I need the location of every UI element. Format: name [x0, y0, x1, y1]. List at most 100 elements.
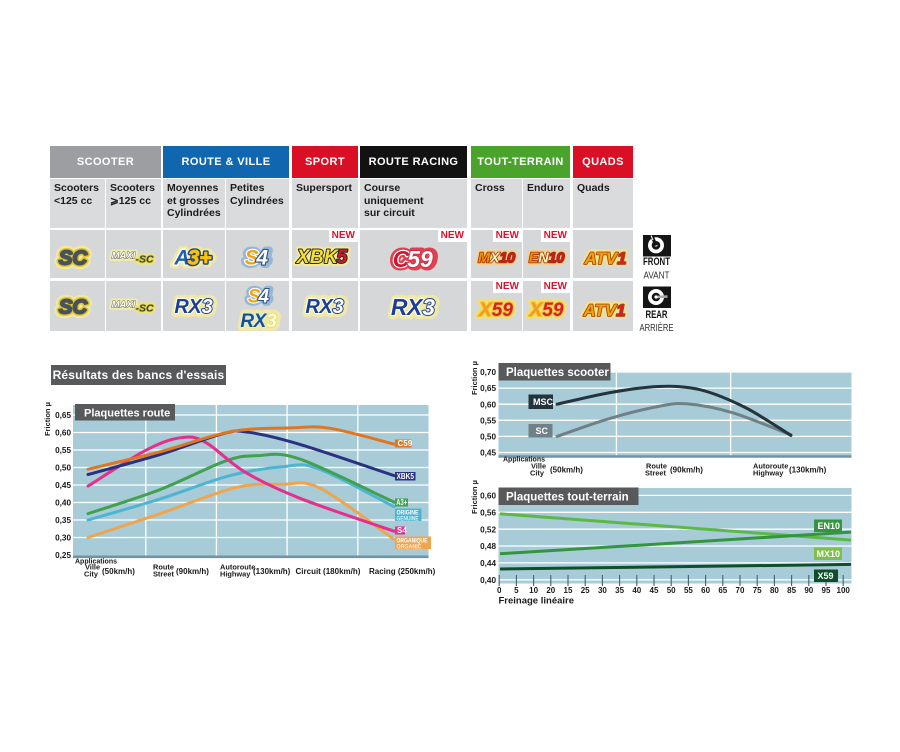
svg-text:A: A	[173, 247, 189, 270]
svg-text:RX: RX	[240, 311, 267, 331]
svg-text:Route: Route	[646, 462, 667, 471]
svg-text:X59: X59	[528, 299, 563, 320]
svg-text:(90km/h): (90km/h)	[176, 567, 209, 576]
svg-text:0: 0	[497, 586, 502, 595]
svg-text:RX3: RX3	[241, 311, 277, 331]
svg-text:0,70: 0,70	[480, 368, 496, 377]
svg-text:RX: RX	[174, 296, 203, 318]
svg-text:Circuit (180km/h): Circuit (180km/h)	[296, 567, 361, 576]
svg-text:3+: 3+	[188, 247, 212, 270]
svg-text:0,55: 0,55	[55, 446, 71, 455]
svg-text:X59: X59	[528, 299, 563, 320]
svg-text:City: City	[84, 570, 99, 579]
svg-text:-SC: -SC	[135, 254, 154, 266]
svg-text:SC: SC	[59, 247, 89, 270]
svg-text:35: 35	[615, 586, 624, 595]
svg-text:RX3: RX3	[306, 296, 344, 318]
svg-text:MAXI: MAXI	[112, 299, 136, 310]
svg-text:3: 3	[422, 294, 435, 320]
svg-text:ORIGINE: ORIGINE	[397, 509, 420, 516]
svg-text:3: 3	[333, 296, 344, 318]
svg-text:Autoroute: Autoroute	[753, 462, 788, 471]
svg-text:EN10: EN10	[529, 251, 565, 267]
svg-text:Ville: Ville	[85, 563, 100, 572]
svg-text:100: 100	[837, 586, 851, 595]
svg-text:0,60: 0,60	[55, 429, 71, 438]
svg-text:SC: SC	[59, 295, 89, 318]
svg-text:-SC: -SC	[135, 254, 154, 266]
svg-text:0,65: 0,65	[55, 411, 71, 420]
svg-text:0,45: 0,45	[480, 449, 496, 458]
svg-text:SC: SC	[59, 295, 89, 318]
svg-text:Highway: Highway	[220, 570, 251, 579]
svg-text:SC: SC	[536, 426, 549, 436]
svg-text:XBK: XBK	[296, 247, 339, 268]
svg-text:S: S	[245, 247, 259, 270]
svg-text:Applications: Applications	[503, 457, 545, 464]
svg-text:FRONT: FRONT	[643, 256, 670, 268]
svg-text:ATV1: ATV1	[584, 249, 627, 268]
svg-text:C59: C59	[392, 246, 434, 272]
svg-text:-SC: -SC	[135, 302, 154, 314]
svg-text:70: 70	[736, 586, 745, 595]
svg-text:Racing (250km/h): Racing (250km/h)	[369, 567, 436, 576]
svg-text:0,55: 0,55	[480, 417, 496, 426]
svg-text:MX10: MX10	[478, 251, 515, 267]
svg-text:4: 4	[255, 247, 268, 270]
svg-text:25: 25	[581, 586, 590, 595]
svg-text:EN10: EN10	[818, 521, 841, 531]
svg-text:5: 5	[337, 247, 348, 268]
svg-text:0,35: 0,35	[55, 516, 71, 525]
svg-text:Plaquettes scooter: Plaquettes scooter	[506, 367, 609, 379]
svg-text:0,48: 0,48	[480, 542, 496, 551]
svg-text:65: 65	[718, 586, 727, 595]
svg-text:55: 55	[684, 586, 693, 595]
svg-text:X59: X59	[478, 299, 513, 320]
svg-text:S: S	[248, 286, 261, 307]
svg-text:0,60: 0,60	[480, 401, 496, 410]
svg-text:ORGANIQUE: ORGANIQUE	[397, 537, 429, 544]
svg-text:Highway: Highway	[753, 469, 784, 478]
svg-text:0,60: 0,60	[480, 492, 496, 501]
svg-text:20: 20	[546, 586, 555, 595]
svg-text:S4: S4	[247, 286, 271, 307]
svg-text:Applications: Applications	[75, 559, 117, 566]
svg-text:(50km/h): (50km/h)	[550, 466, 583, 475]
svg-text:45: 45	[650, 586, 659, 595]
svg-text:City: City	[530, 469, 545, 478]
svg-text:S4: S4	[397, 526, 407, 535]
svg-text:SC: SC	[59, 247, 89, 270]
svg-text:RX: RX	[305, 296, 334, 318]
svg-text:10: 10	[529, 586, 538, 595]
svg-text:Freinage linéaire: Freinage linéaire	[499, 596, 575, 607]
svg-text:0,40: 0,40	[480, 576, 496, 585]
svg-text:Plaquettes tout-terrain: Plaquettes tout-terrain	[506, 492, 629, 504]
svg-text:(130km/h): (130km/h)	[789, 466, 827, 475]
svg-text:Ville: Ville	[531, 462, 546, 471]
svg-text:75: 75	[753, 586, 762, 595]
svg-text:40: 40	[632, 586, 641, 595]
svg-text:Street: Street	[645, 469, 666, 478]
svg-text:MX10: MX10	[817, 549, 841, 559]
svg-text:Plaquettes route: Plaquettes route	[84, 408, 170, 420]
svg-text:MSC: MSC	[533, 397, 554, 407]
svg-text:Route: Route	[153, 563, 174, 572]
svg-text:0,45: 0,45	[55, 481, 71, 490]
svg-text:80: 80	[770, 586, 779, 595]
svg-text:0,40: 0,40	[55, 499, 71, 508]
svg-text:RX3: RX3	[175, 296, 213, 318]
svg-text:MAXI: MAXI	[112, 251, 136, 262]
svg-text:REAR: REAR	[646, 309, 668, 321]
svg-text:0,30: 0,30	[55, 534, 71, 543]
svg-text:MX10: MX10	[478, 251, 515, 267]
svg-text:SC: SC	[59, 295, 89, 318]
svg-text:C: C	[393, 246, 410, 272]
svg-text:X59: X59	[818, 571, 834, 581]
svg-text:90: 90	[804, 586, 813, 595]
svg-text:MAXI: MAXI	[112, 251, 136, 262]
svg-text:MAXI: MAXI	[112, 299, 136, 310]
svg-text:GENUINE: GENUINE	[397, 515, 419, 522]
svg-text:0,52: 0,52	[480, 526, 496, 535]
svg-text:Friction µ: Friction µ	[470, 480, 479, 514]
svg-text:XBK: XBK	[296, 247, 339, 268]
